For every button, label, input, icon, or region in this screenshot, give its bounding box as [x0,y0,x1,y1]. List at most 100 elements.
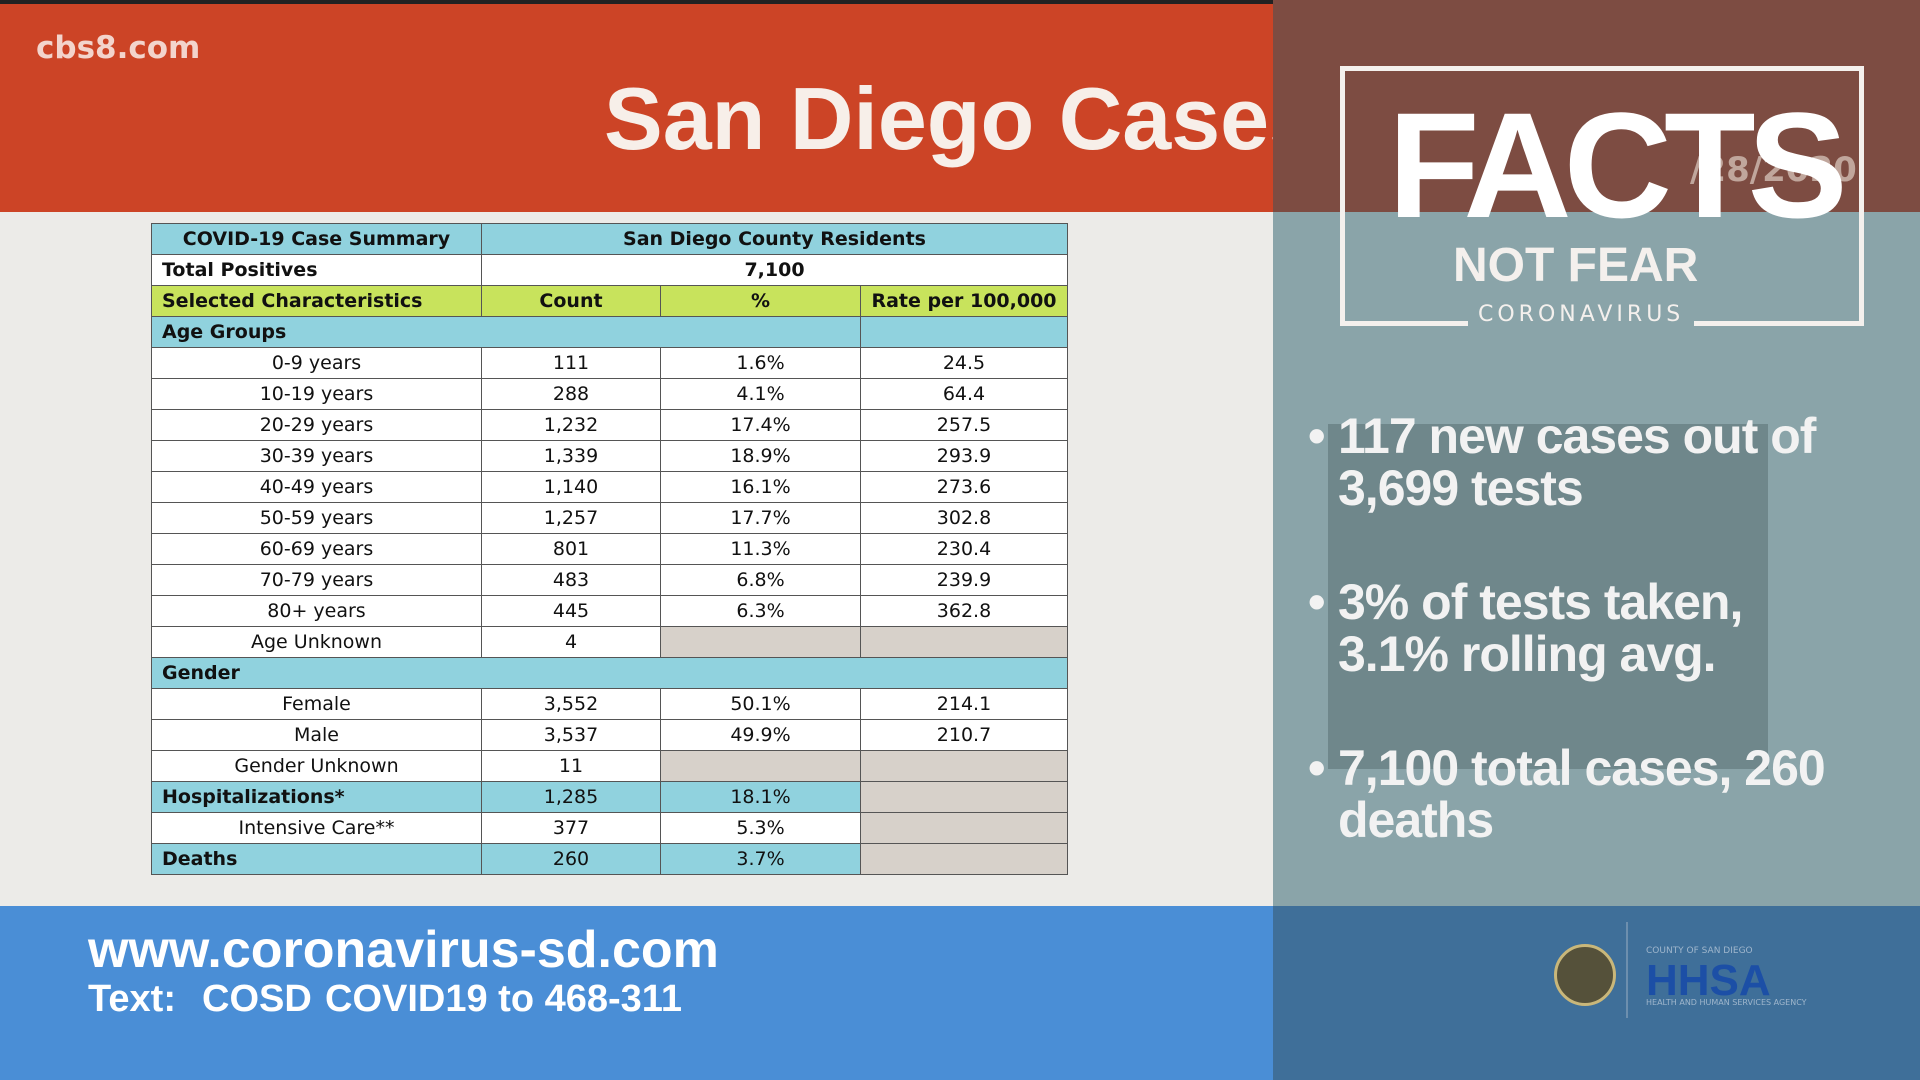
table-cell: 60-69 years [151,533,482,565]
table-cell [860,781,1068,813]
table-cell: 4.1% [660,378,861,410]
table-cell: 239.9 [860,564,1068,596]
table-row: 50-59 years 1,257 17.7% 302.8 [151,502,1068,534]
table-cell: 6.3% [660,595,861,627]
bullet: 3% of tests taken, 3.1% rolling avg. [1308,576,1858,680]
table-cell: 40-49 years [151,471,482,503]
table-cell [860,316,1068,348]
table-cell: Male [151,719,482,751]
table-cell: 1,232 [481,409,661,441]
table-cell: 5.3% [660,812,861,844]
table-cell: 4 [481,626,661,658]
table-cell: 16.1% [660,471,861,503]
table-cell: Age Unknown [151,626,482,658]
table-row: 10-19 years 288 4.1% 64.4 [151,378,1068,410]
agency-top: COUNTY OF SAN DIEGO [1646,946,1753,956]
table-row: Selected Characteristics Count% Rate per 1… [151,285,1068,317]
table-row: Age Groups [151,316,1068,348]
table-cell: 11 [481,750,661,782]
table-row: Hospitalizations* 1,285 18.1% [151,781,1068,813]
table-cell: 7,100 [481,254,1068,286]
table-cell: 3,537 [481,719,661,751]
table-cell: 6.8% [660,564,861,596]
agency: HHSA [1646,956,1771,1005]
table-cell: 362.8 [860,595,1068,627]
title: San Diego Cases [604,69,1319,168]
divider [1626,922,1628,1018]
table-cell: 3,552 [481,688,661,720]
table-row: Age Unknown 4 [151,626,1068,658]
table-cell [660,626,861,658]
table-cell: 18.9% [660,440,861,472]
table-cell: Hospitalizations* [151,781,482,813]
table-cell: 70-79 years [151,564,482,596]
table-cell: 49.9% [660,719,861,751]
table-row: 40-49 years 1,140 16.1% 273.6 [151,471,1068,503]
table-cell: 230.4 [860,533,1068,565]
table-cell: 288 [481,378,661,410]
table-cell: COVID-19 Case Summary [151,223,482,255]
sms-label: Text: [88,978,176,1020]
table-cell: 1,285 [481,781,661,813]
table-cell: 214.1 [860,688,1068,720]
date: /28/2020 [1690,150,1857,190]
table-cell: 801 [481,533,661,565]
table-row: 70-79 years 483 6.8% 239.9 [151,564,1068,596]
table-row: 20-29 years 1,232 17.4% 257.5 [151,409,1068,441]
table-cell: 377 [481,812,661,844]
table-cell: Deaths [151,843,482,875]
table-cell: Intensive Care** [151,812,482,844]
table-cell: 64.4 [860,378,1068,410]
table-cell: 260 [481,843,661,875]
table-cell: 0-9 years [151,347,482,379]
logo-small: CORONAVIRUS [1468,302,1695,327]
table-cell [860,626,1068,658]
table-row: Male 3,537 49.9% 210.7 [151,719,1068,751]
table-cell: 210.7 [860,719,1068,751]
table-row: COVID-19 Case Summary San Diego County Re… [151,223,1068,255]
table-row: 0-9 years 111 1.6% 24.5 [151,347,1068,379]
table-cell: 11.3% [660,533,861,565]
table-cell: 30-39 years [151,440,482,472]
table-cell: Total Positives [151,254,482,286]
panel-top [1273,0,1920,212]
table-row: Gender Unknown 11 [151,750,1068,782]
table-cell: 1,257 [481,502,661,534]
table-cell: 24.5 [860,347,1068,379]
table-cell: Rate per 100,000 [860,285,1068,317]
table-cell: Gender Unknown [151,750,482,782]
sms-keyword: COSD [202,978,312,1020]
table-cell: 20-29 years [151,409,482,441]
sms-number: COVID19 to 468-311 [325,978,682,1020]
case-table: COVID-19 Case Summary San Diego County Re… [151,223,1068,875]
table-row: 30-39 years 1,339 18.9% 293.9 [151,440,1068,472]
table-cell: Age Groups [151,316,861,348]
site: cbs8.com [36,30,201,66]
logo-big: FACTS [1388,81,1848,249]
url: www.coronavirus-sd.com [88,921,719,979]
table-cell: San Diego County Residents [481,223,1068,255]
table-cell: 1.6% [660,347,861,379]
table-row: 60-69 years 801 11.3% 230.4 [151,533,1068,565]
top-edge [0,0,1920,4]
table-cell: 483 [481,564,661,596]
table-row: 80+ years 445 6.3% 362.8 [151,595,1068,627]
agency-sub: HEALTH AND HUMAN SERVICES AGENCY [1646,998,1807,1007]
table-cell: Selected Characteristics [151,285,482,317]
table-cell: 10-19 years [151,378,482,410]
table-cell: 257.5 [860,409,1068,441]
table-cell [860,843,1068,875]
table-cell: 50-59 years [151,502,482,534]
table-cell: 80+ years [151,595,482,627]
table-cell: Female [151,688,482,720]
table-cell: 111 [481,347,661,379]
table-cell: 1,140 [481,471,661,503]
footer-band [0,906,1273,1080]
table-cell: 1,339 [481,440,661,472]
table-row: Female 3,552 50.1% 214.1 [151,688,1068,720]
table-row: Gender [151,657,1068,689]
table-row: Intensive Care** 377 5.3% [151,812,1068,844]
table-cell: 273.6 [860,471,1068,503]
county-seal [1554,944,1616,1006]
